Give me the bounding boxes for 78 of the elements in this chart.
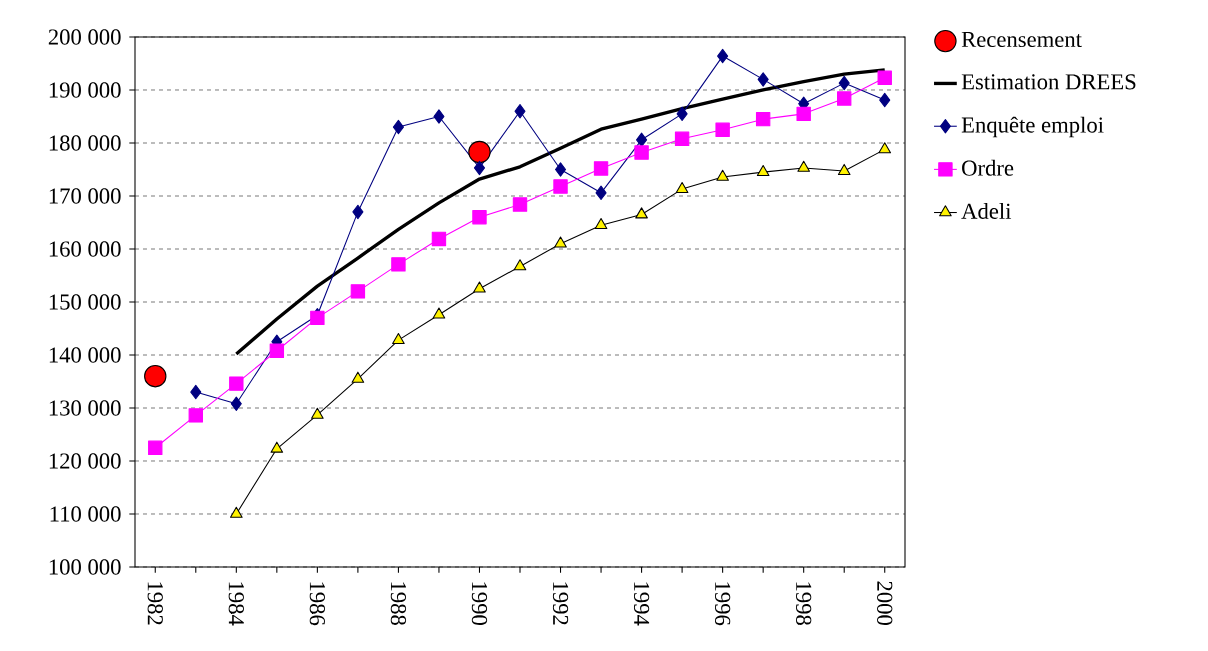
point [433, 109, 445, 124]
point [717, 48, 729, 64]
point [837, 163, 851, 175]
x-tick-label: 1994 [633, 582, 650, 626]
x-tick-label: 1988 [390, 582, 407, 625]
point [879, 92, 891, 108]
point [431, 231, 447, 247]
point [311, 407, 324, 419]
legend-label: Estimation DREES [961, 74, 1136, 90]
legend-label: Ordre [962, 159, 1014, 176]
point [391, 257, 406, 272]
point [230, 396, 242, 411]
x-tick-label: 2000 [877, 581, 893, 625]
point [270, 441, 284, 453]
point [472, 209, 487, 225]
point [757, 72, 769, 87]
x-tick-label: 1998 [796, 582, 812, 625]
point [635, 207, 648, 219]
point [878, 142, 892, 154]
point [432, 307, 446, 319]
y-tick-label: 160 000 [49, 241, 121, 257]
x-tick-label: 1982 [147, 582, 163, 625]
point [473, 281, 486, 293]
x-tick-label: 1996 [715, 582, 731, 626]
point [838, 75, 850, 91]
point [797, 160, 810, 172]
y-tick-label: 130 000 [49, 400, 121, 416]
y-tick-label: 150 000 [49, 294, 121, 310]
point [350, 284, 366, 299]
point [230, 506, 243, 518]
x-tick-label: 1984 [228, 582, 244, 626]
point [473, 160, 486, 176]
point [593, 161, 609, 176]
legend-label: Recensement [961, 32, 1082, 48]
y-tick-label: 100 000 [49, 559, 121, 575]
y-tick-label: 190 000 [49, 82, 121, 98]
y-tick-label: 200 000 [48, 29, 121, 45]
point [554, 236, 567, 248]
y-tick-label: 170 000 [49, 188, 121, 204]
point [674, 131, 690, 146]
x-tick-label: 1992 [552, 582, 569, 625]
point [190, 384, 202, 400]
point [796, 106, 811, 122]
x-tick-label: 1990 [471, 582, 488, 625]
point [877, 70, 892, 86]
legend-label: Enquête emploi [961, 116, 1104, 138]
point [756, 164, 770, 177]
point [514, 103, 526, 119]
point [269, 343, 285, 358]
point [513, 259, 527, 271]
point [755, 111, 771, 127]
point [392, 119, 404, 135]
legend-label: Adeli [961, 202, 1012, 219]
point [188, 408, 203, 423]
point [512, 197, 528, 212]
point [553, 179, 568, 194]
point [554, 162, 567, 177]
point [468, 140, 491, 164]
point [229, 376, 244, 391]
point [715, 122, 730, 137]
point [352, 204, 364, 220]
point [144, 364, 167, 388]
y-tick-label: 110 000 [50, 506, 121, 522]
point [351, 371, 365, 383]
y-tick-label: 120 000 [49, 453, 121, 469]
point [634, 145, 649, 160]
y-tick-label: 180 000 [49, 135, 121, 151]
point [392, 332, 405, 345]
point [837, 91, 852, 106]
point [675, 181, 689, 193]
point [716, 169, 729, 181]
point [148, 440, 163, 455]
point [676, 106, 688, 122]
point [594, 217, 608, 230]
x-tick-label: 1986 [309, 582, 326, 626]
point [636, 132, 648, 148]
point [595, 185, 607, 201]
y-tick-label: 140 000 [49, 347, 121, 363]
